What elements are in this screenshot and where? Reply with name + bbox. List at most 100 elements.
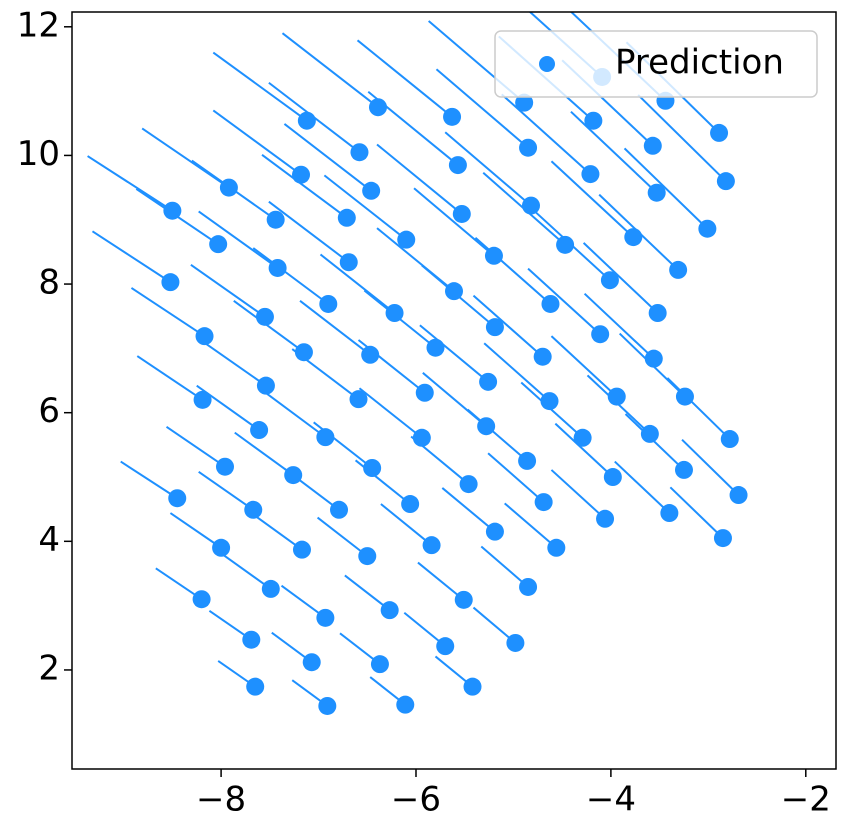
point xyxy=(436,637,455,656)
point xyxy=(640,424,659,443)
y-tick-label: 2 xyxy=(38,648,60,688)
trajectory xyxy=(466,408,528,462)
point xyxy=(362,181,381,200)
trajectory xyxy=(316,516,368,557)
point xyxy=(318,696,337,715)
trajectory xyxy=(319,253,396,314)
trajectory xyxy=(280,584,326,619)
point xyxy=(297,111,316,130)
point xyxy=(244,500,263,519)
trajectory xyxy=(501,93,592,175)
legend-marker xyxy=(539,56,555,72)
point xyxy=(268,258,287,277)
point xyxy=(368,98,387,117)
x-tick-label: −6 xyxy=(391,780,441,820)
trajectory xyxy=(323,174,407,241)
trajectory xyxy=(483,342,551,402)
plot-frame xyxy=(71,11,837,770)
point xyxy=(541,294,560,313)
point xyxy=(573,428,592,447)
y-tick-label: 8 xyxy=(38,263,60,303)
point xyxy=(463,677,482,696)
point xyxy=(330,500,349,519)
point xyxy=(713,529,732,548)
trajectory xyxy=(198,337,267,387)
point xyxy=(515,93,534,112)
trajectory xyxy=(250,512,303,551)
trajectory xyxy=(376,143,463,215)
trajectory xyxy=(550,160,634,238)
point xyxy=(246,677,265,696)
point xyxy=(316,428,335,447)
point xyxy=(349,390,368,409)
point xyxy=(195,327,214,346)
point xyxy=(484,246,503,265)
trajectory xyxy=(380,503,433,546)
trajectory xyxy=(419,324,489,383)
point xyxy=(255,307,274,326)
point xyxy=(319,294,338,313)
plot-area xyxy=(87,12,748,715)
trajectory xyxy=(550,335,618,398)
trajectory xyxy=(582,242,659,314)
point xyxy=(401,495,420,514)
trajectory xyxy=(233,299,305,354)
trajectory xyxy=(583,292,655,360)
point xyxy=(600,271,619,290)
point xyxy=(161,273,180,292)
trajectory xyxy=(87,155,173,212)
trajectory xyxy=(261,153,348,219)
point xyxy=(519,577,538,596)
point xyxy=(518,451,537,470)
trajectory xyxy=(554,422,614,478)
point xyxy=(250,421,269,440)
point xyxy=(426,338,445,357)
trajectory xyxy=(614,460,671,514)
point xyxy=(648,303,667,322)
trajectory xyxy=(136,355,204,401)
point xyxy=(443,107,462,126)
point xyxy=(163,201,182,220)
point xyxy=(591,325,610,344)
trajectory xyxy=(169,512,222,549)
point xyxy=(261,579,280,598)
point xyxy=(519,138,538,157)
legend: Prediction xyxy=(494,30,818,98)
trajectory xyxy=(344,574,391,611)
point xyxy=(363,459,382,478)
point xyxy=(710,123,729,142)
point xyxy=(209,235,228,254)
y-tick-label: 10 xyxy=(17,134,60,174)
point xyxy=(242,630,261,649)
point xyxy=(412,428,431,447)
point xyxy=(292,165,311,184)
point xyxy=(603,468,622,487)
trajectory xyxy=(637,94,727,182)
point xyxy=(215,457,234,476)
trajectory xyxy=(262,390,326,438)
point xyxy=(452,204,471,223)
point xyxy=(674,460,693,479)
point xyxy=(292,540,311,559)
trajectory xyxy=(441,487,496,533)
trajectory xyxy=(212,109,302,176)
trajectory xyxy=(435,68,529,149)
point xyxy=(422,536,441,555)
point xyxy=(459,475,478,494)
point xyxy=(506,633,525,652)
point xyxy=(647,183,666,202)
trajectory xyxy=(120,460,178,500)
trajectory xyxy=(356,39,453,118)
point xyxy=(448,156,467,175)
point xyxy=(675,387,694,406)
point xyxy=(660,504,679,523)
point xyxy=(415,383,434,402)
point xyxy=(521,196,540,215)
point xyxy=(540,392,559,411)
point xyxy=(302,653,321,672)
point xyxy=(192,590,211,609)
x-tick-label: −8 xyxy=(196,780,246,820)
trajectory xyxy=(550,469,606,520)
trajectory xyxy=(234,431,294,476)
